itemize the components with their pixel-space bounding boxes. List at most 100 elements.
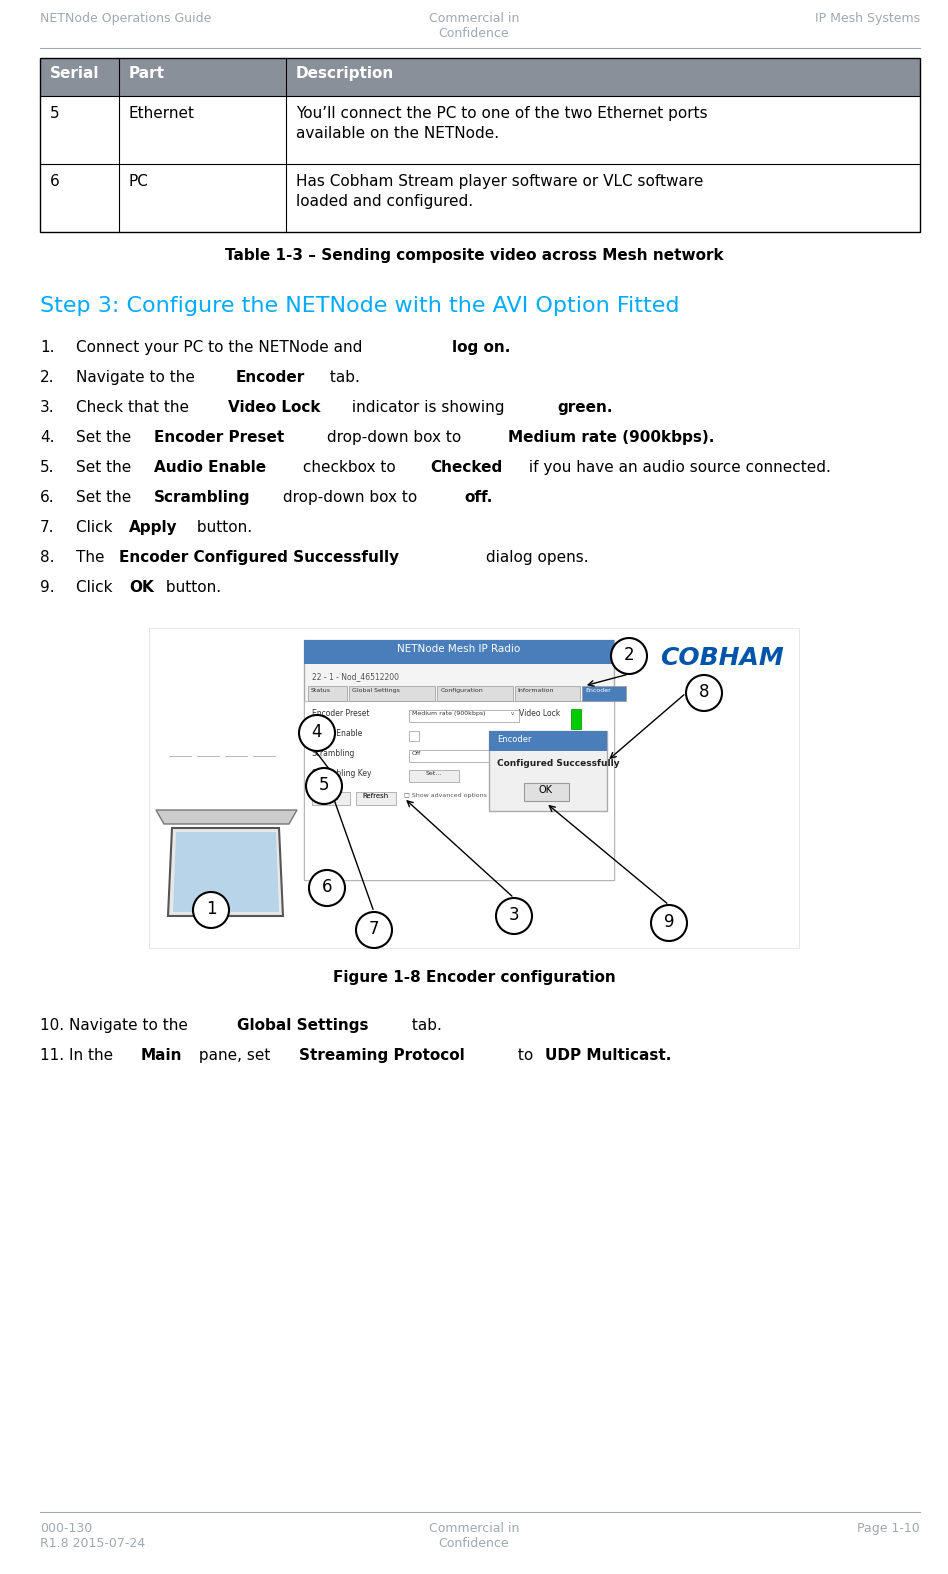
Text: 5: 5 (319, 776, 329, 793)
Text: Set the: Set the (76, 490, 137, 505)
Text: 6: 6 (50, 175, 60, 189)
Text: tab.: tab. (325, 370, 360, 386)
Circle shape (686, 675, 722, 711)
Text: Step 3: Configure the NETNode with the AVI Option Fitted: Step 3: Configure the NETNode with the A… (40, 296, 680, 316)
Text: v: v (511, 751, 514, 756)
Text: 3.: 3. (40, 400, 55, 416)
Text: log on.: log on. (452, 340, 510, 356)
Text: 4: 4 (312, 722, 322, 741)
Circle shape (611, 637, 647, 674)
Text: PC: PC (129, 175, 149, 189)
Text: Checked: Checked (430, 460, 503, 475)
Text: Encoder: Encoder (236, 370, 305, 386)
Text: You’ll connect the PC to one of the two Ethernet ports
available on the NETNode.: You’ll connect the PC to one of the two … (296, 105, 707, 140)
Text: to: to (513, 1048, 538, 1062)
Text: OK: OK (129, 579, 155, 595)
Bar (312, 792, 350, 804)
Text: 9.: 9. (40, 579, 55, 595)
Bar (489, 730, 607, 811)
Text: v: v (511, 711, 514, 716)
Text: Check that the: Check that the (76, 400, 194, 416)
Bar (437, 686, 513, 700)
Text: drop-down box to: drop-down box to (321, 430, 465, 445)
Text: dialog opens.: dialog opens. (481, 549, 588, 565)
Text: 7: 7 (369, 919, 379, 938)
Text: 6.: 6. (40, 490, 55, 505)
Text: 3: 3 (509, 907, 520, 924)
Text: Part: Part (129, 66, 165, 80)
Text: if you have an audio source connected.: if you have an audio source connected. (524, 460, 830, 475)
Text: green.: green. (557, 400, 612, 416)
Bar (409, 770, 459, 782)
Text: 22 - 1 - Nod_46512200: 22 - 1 - Nod_46512200 (312, 672, 399, 682)
Text: Video Lock: Video Lock (519, 708, 560, 718)
Bar (149, 628, 799, 948)
Text: Streaming Protocol: Streaming Protocol (299, 1048, 465, 1062)
Text: drop-down box to: drop-down box to (278, 490, 422, 505)
Text: 8.: 8. (40, 549, 54, 565)
Text: Scrambling: Scrambling (154, 490, 250, 505)
Bar (582, 686, 627, 700)
Text: Set...: Set... (426, 771, 442, 776)
Text: Set the: Set the (76, 460, 137, 475)
Text: 7.: 7. (40, 519, 54, 535)
Text: Configured Successfully: Configured Successfully (497, 759, 620, 768)
Bar (40, 96, 920, 164)
Text: IP Mesh Systems: IP Mesh Systems (815, 13, 920, 25)
Text: Description: Description (296, 66, 394, 80)
Bar (40, 58, 920, 231)
Text: 5.: 5. (40, 460, 54, 475)
Bar (571, 708, 581, 729)
Text: Medium rate (900kbps): Medium rate (900kbps) (412, 711, 485, 716)
Text: Click: Click (76, 519, 118, 535)
Bar (349, 686, 435, 700)
Bar (515, 686, 580, 700)
Circle shape (496, 899, 532, 933)
Text: 8: 8 (699, 683, 709, 700)
Text: Navigate to the: Navigate to the (76, 370, 200, 386)
Text: Audio Enable: Audio Enable (312, 729, 362, 738)
Text: Page 1-10: Page 1-10 (857, 1522, 920, 1535)
Text: pane, set: pane, set (194, 1048, 276, 1062)
Text: Serial: Serial (50, 66, 100, 80)
Text: Table 1-3 – Sending composite video across Mesh network: Table 1-3 – Sending composite video acro… (225, 249, 723, 263)
Text: Status: Status (311, 688, 331, 693)
Bar (409, 730, 419, 741)
Text: Configuration: Configuration (440, 688, 483, 693)
Circle shape (299, 715, 335, 751)
Bar (409, 749, 519, 762)
Text: 4.: 4. (40, 430, 54, 445)
Text: 2.: 2. (40, 370, 54, 386)
Text: 10. Navigate to the: 10. Navigate to the (40, 1018, 192, 1033)
Text: 1: 1 (206, 900, 216, 918)
Bar (304, 700, 614, 880)
Text: 9: 9 (664, 913, 674, 930)
Text: Global Settings: Global Settings (353, 688, 400, 693)
Text: Refresh: Refresh (363, 793, 389, 800)
Text: COBHAM: COBHAM (660, 645, 784, 671)
Bar (489, 730, 607, 751)
Polygon shape (168, 828, 283, 916)
Text: Medium rate (900kbps).: Medium rate (900kbps). (507, 430, 714, 445)
Text: Apply: Apply (129, 519, 178, 535)
Text: button.: button. (161, 579, 222, 595)
Circle shape (356, 911, 392, 948)
Bar (304, 641, 614, 664)
Text: Encoder: Encoder (497, 735, 532, 745)
Text: Encoder Configured Successfully: Encoder Configured Successfully (119, 549, 399, 565)
Text: 000-130
R1.8 2015-07-24: 000-130 R1.8 2015-07-24 (40, 1522, 145, 1550)
Text: 11. In the: 11. In the (40, 1048, 118, 1062)
Circle shape (309, 870, 345, 907)
Polygon shape (156, 811, 297, 825)
Text: 6: 6 (321, 878, 332, 896)
Text: Commercial in
Confidence: Commercial in Confidence (428, 1522, 520, 1550)
Text: tab.: tab. (407, 1018, 442, 1033)
Bar (308, 686, 347, 700)
Text: NETNode Mesh IP Radio: NETNode Mesh IP Radio (397, 644, 520, 655)
Text: Scrambling: Scrambling (312, 749, 356, 759)
Bar (356, 792, 396, 804)
Text: Set the: Set the (76, 430, 137, 445)
Text: OK: OK (539, 785, 553, 795)
Polygon shape (173, 833, 279, 911)
Text: checkbox to: checkbox to (299, 460, 401, 475)
